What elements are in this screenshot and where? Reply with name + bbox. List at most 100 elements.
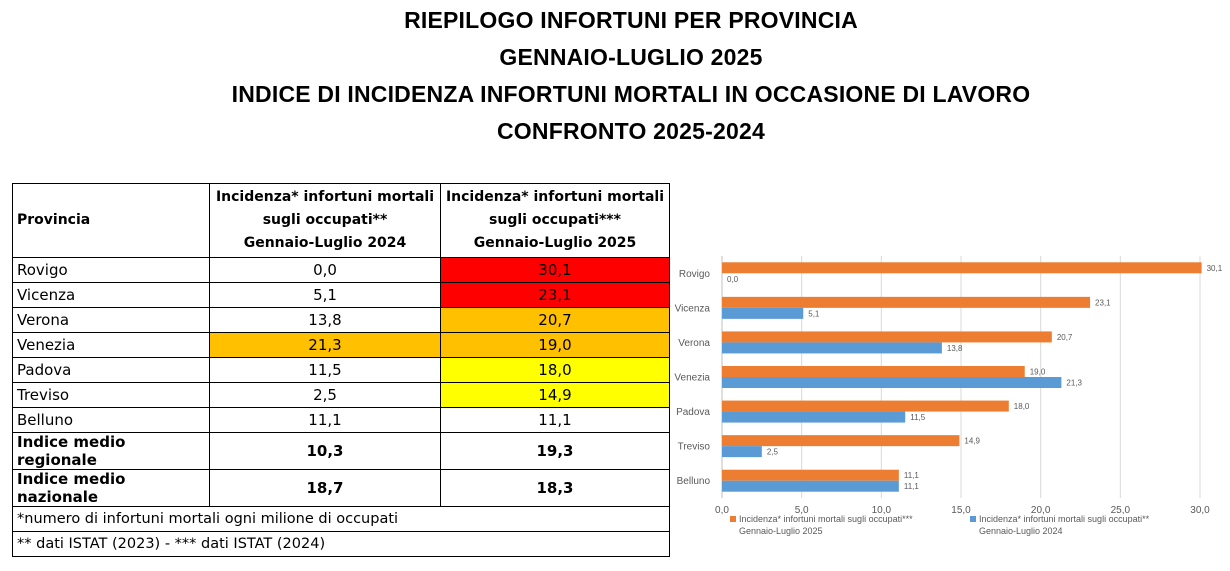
bar-2024	[722, 342, 942, 354]
category-label: Belluno	[677, 476, 711, 487]
province-name: Treviso	[12, 382, 210, 408]
data-label: 11,5	[910, 413, 926, 422]
bar-2025	[722, 262, 1202, 274]
category-label: Vicenza	[675, 303, 711, 314]
province-name: Padova	[12, 357, 210, 383]
data-label: 11,1	[904, 471, 920, 480]
data-label: 18,0	[1014, 402, 1030, 411]
header-2024: Incidenza* infortuni mortali sugli occup…	[209, 183, 441, 258]
value-2025: 30,1	[440, 257, 670, 283]
table-row-regional-average: Indice medio regionale 10,3 19,3	[12, 432, 670, 470]
value-2025: 18,3	[440, 469, 670, 507]
bar-2024	[722, 480, 899, 492]
table-row: Belluno 11,1 11,1	[12, 407, 670, 433]
data-label: 13,8	[947, 344, 963, 353]
data-label: 14,9	[964, 437, 980, 446]
bar-2024	[722, 446, 762, 458]
legend-label: Gennaio-Luglio 2025	[739, 526, 823, 536]
legend-swatch	[730, 516, 736, 522]
comparison-title: CONFRONTO 2025-2024	[497, 118, 765, 144]
data-label: 19,0	[1030, 368, 1046, 377]
table-row-national-average: Indice medio nazionale 18,7 18,3	[12, 469, 670, 507]
table-row: Treviso 2,5 14,9	[12, 382, 670, 408]
legend-label: Gennaio-Luglio 2024	[979, 526, 1063, 536]
main-title: RIEPILOGO INFORTUNI PER PROVINCIA	[404, 7, 858, 33]
data-label: 2,5	[767, 448, 779, 457]
legend-label: Incidenza* infortuni mortali sugli occup…	[739, 514, 913, 524]
header-2025-line-1: Incidenza* infortuni mortali	[445, 189, 665, 205]
period-title: GENNAIO-LUGLIO 2025	[499, 44, 763, 70]
bar-2024	[722, 307, 804, 319]
bar-2025	[722, 400, 1009, 412]
header-provincia: Provincia	[12, 183, 210, 258]
category-label: Venezia	[674, 373, 710, 384]
data-label: 23,1	[1095, 298, 1111, 307]
category-label: Rovigo	[679, 269, 711, 280]
value-2025: 18,0	[440, 357, 670, 383]
value-2025: 23,1	[440, 282, 670, 308]
bar-2025	[722, 331, 1052, 343]
footnote-istat: ** dati ISTAT (2023) - *** dati ISTAT (2…	[12, 531, 670, 557]
data-label: 11,1	[904, 482, 920, 491]
data-label: 5,1	[808, 309, 820, 318]
header-2025: Incidenza* infortuni mortali sugli occup…	[440, 183, 670, 258]
value-2024: 21,3	[209, 332, 441, 358]
province-name: Vicenza	[12, 282, 210, 308]
footnote-occupati: *numero di infortuni mortali ogni milion…	[12, 506, 670, 532]
category-label: Padova	[676, 407, 710, 418]
bar-2025	[722, 469, 899, 481]
province-name: Rovigo	[12, 257, 210, 283]
province-name: Venezia	[12, 332, 210, 358]
value-2024: 10,3	[209, 432, 441, 470]
category-label: Verona	[678, 338, 710, 349]
province-name: Indice medio nazionale	[12, 469, 210, 507]
x-tick-label: 20,0	[1031, 505, 1051, 516]
data-label: 20,7	[1057, 333, 1073, 342]
data-label: 30,1	[1207, 264, 1223, 273]
value-2024: 0,0	[209, 257, 441, 283]
table-row: Rovigo 0,0 30,1	[12, 257, 670, 283]
bar-2025	[722, 435, 960, 447]
value-2025: 11,1	[440, 407, 670, 433]
province-name: Indice medio regionale	[12, 432, 210, 470]
value-2024: 11,1	[209, 407, 441, 433]
category-label: Treviso	[678, 442, 711, 453]
table-note-row: ** dati ISTAT (2023) - *** dati ISTAT (2…	[12, 531, 670, 557]
legend-swatch	[970, 516, 976, 522]
value-2025: 19,0	[440, 332, 670, 358]
x-tick-label: 0,0	[715, 505, 729, 516]
header-2024-line-2: sugli occupati**	[262, 212, 388, 228]
province-name: Belluno	[12, 407, 210, 433]
bar-2025	[722, 296, 1091, 308]
bar-chart: 0,0 5,0 10,0 15,0 20,0 25,0 30,0 Rovigo 30,1 0,0 V…	[674, 256, 1223, 536]
table-row: Verona 13,8 20,7	[12, 307, 670, 333]
legend-label: Incidenza* infortuni mortali sugli occup…	[979, 514, 1150, 524]
table-note-row: *numero di infortuni mortali ogni milion…	[12, 506, 670, 532]
header-2025-line-2: sugli occupati***	[489, 212, 621, 228]
title-block: RIEPILOGO INFORTUNI PER PROVINCIA GENNAI…	[0, 2, 1230, 150]
province-name: Verona	[12, 307, 210, 333]
bar-2024	[722, 377, 1062, 388]
bar-2025	[722, 366, 1025, 377]
x-tick-label: 15,0	[951, 505, 971, 516]
value-2024: 13,8	[209, 307, 441, 333]
data-label: 21,3	[1066, 379, 1082, 388]
value-2025: 20,7	[440, 307, 670, 333]
table-row: Vicenza 5,1 23,1	[12, 282, 670, 308]
x-tick-label: 30,0	[1190, 505, 1210, 516]
header-2024-line-1: Incidenza* infortuni mortali	[215, 189, 435, 205]
value-2025: 19,3	[440, 432, 670, 470]
table-row: Padova 11,5 18,0	[12, 357, 670, 383]
value-2024: 2,5	[209, 382, 441, 408]
value-2024: 18,7	[209, 469, 441, 507]
value-2024: 5,1	[209, 282, 441, 308]
data-label: 0,0	[727, 275, 739, 284]
x-tick-label: 25,0	[1111, 505, 1131, 516]
index-title: INDICE DI INCIDENZA INFORTUNI MORTALI IN…	[231, 81, 1031, 107]
header-2024-line-3: Gennaio-Luglio 2024	[243, 235, 407, 251]
value-2025: 14,9	[440, 382, 670, 408]
table-header-row: Provincia Incidenza* infortuni mortali s…	[12, 183, 670, 258]
province-table: Provincia Incidenza* infortuni mortali s…	[12, 183, 670, 557]
bar-2024	[722, 411, 906, 423]
table-row: Venezia 21,3 19,0	[12, 332, 670, 358]
